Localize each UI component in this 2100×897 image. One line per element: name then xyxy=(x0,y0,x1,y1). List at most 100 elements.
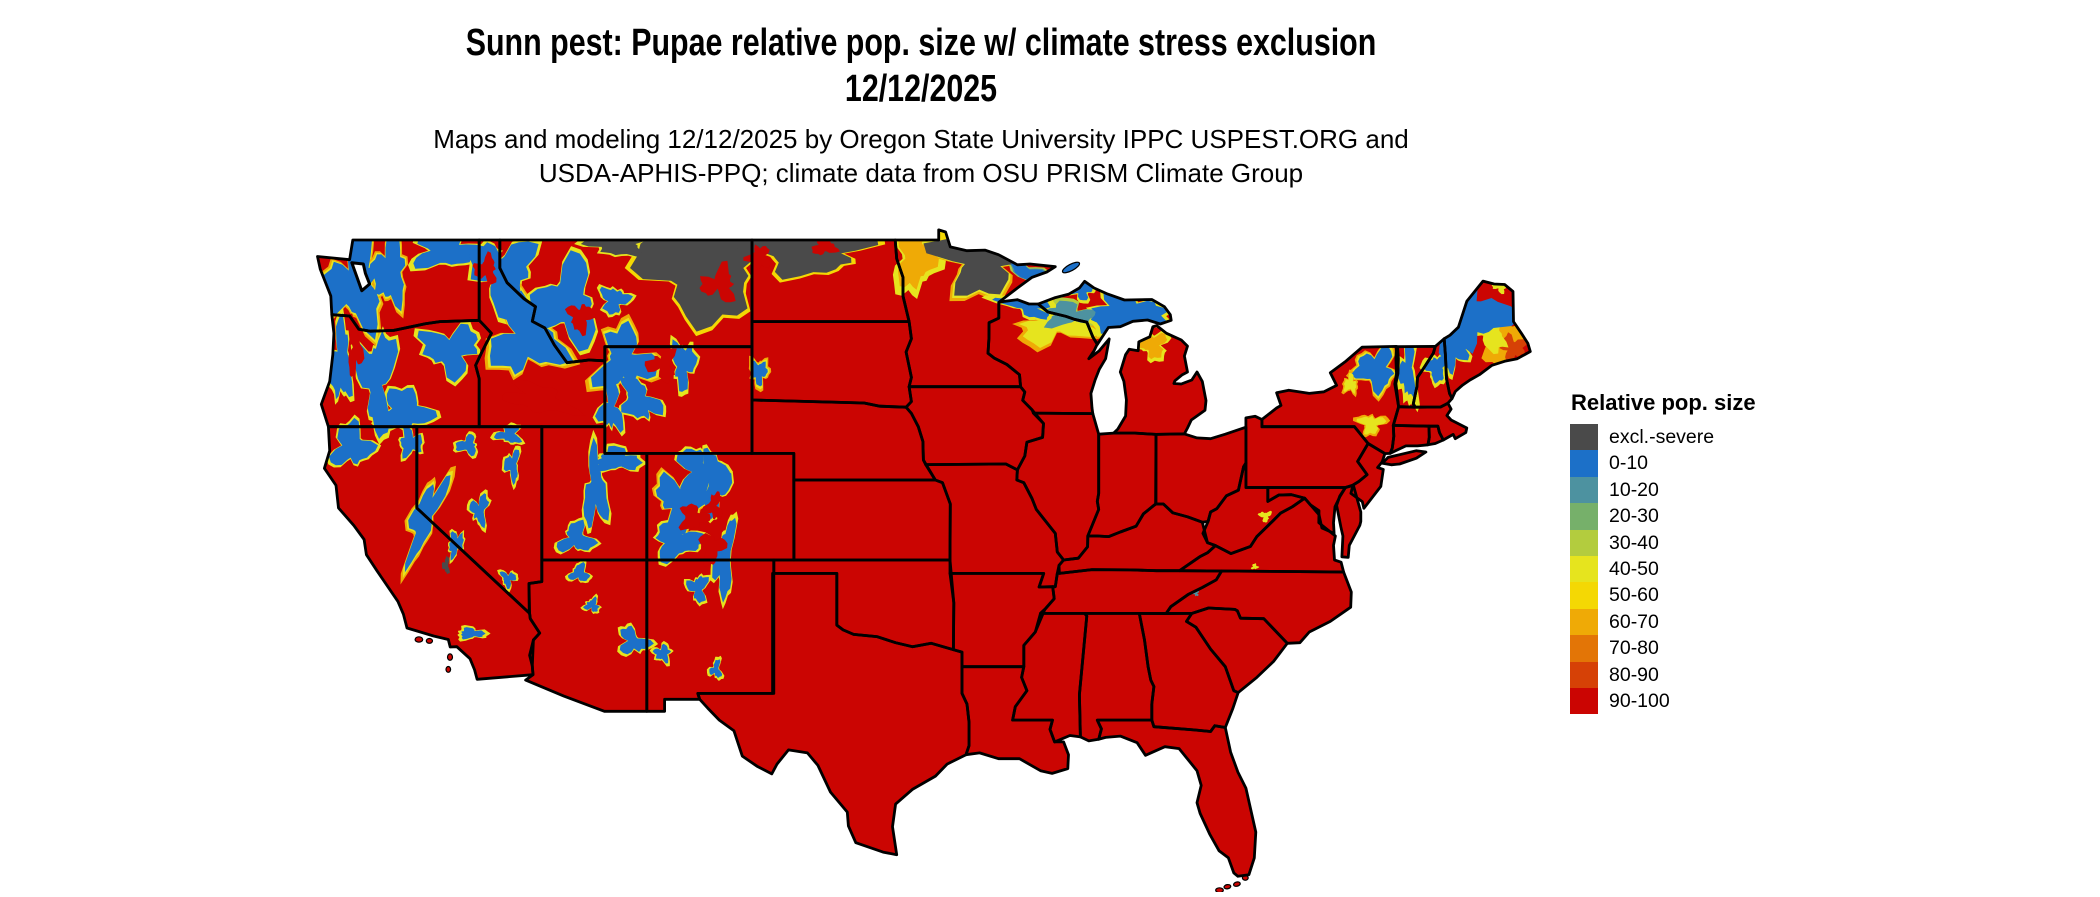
map-islands xyxy=(414,261,1249,894)
island-isle-royale xyxy=(1061,261,1081,274)
region-gunnison-valley xyxy=(678,503,711,531)
state-fill-az xyxy=(525,560,647,712)
state-fill-ks xyxy=(793,480,951,560)
region-south-central-oregon xyxy=(374,387,438,431)
legend-item-label: 20-30 xyxy=(1609,505,1659,528)
state-fill-ga xyxy=(1139,613,1239,732)
region-bighorn-mountains xyxy=(672,339,698,392)
region-sacramento-mountains xyxy=(709,659,723,678)
legend-item-label: 60-70 xyxy=(1609,610,1659,633)
state-fill-md xyxy=(1267,487,1346,534)
region-red-river-valley-fringe xyxy=(897,229,939,290)
legend-item-90-100: 90-100 xyxy=(1570,687,1714,715)
region-white-mountains-nh xyxy=(1423,355,1449,384)
region-san-gabriel-san-bernardino xyxy=(461,627,486,640)
region-colorado-rockies-north xyxy=(676,448,730,500)
region-western-washington xyxy=(317,230,380,340)
legend-item-label: 0-10 xyxy=(1609,452,1649,475)
region-washington-cascades xyxy=(368,234,406,312)
figure-subtitle: Maps and modeling 12/12/2025 by Oregon S… xyxy=(433,122,1409,190)
state-border-miup xyxy=(1036,279,1173,346)
state-border-nc xyxy=(1164,569,1353,645)
state-borders xyxy=(316,228,1532,878)
legend-swatch xyxy=(1570,503,1598,530)
puget-sound-water xyxy=(350,261,372,293)
state-fill-ar xyxy=(950,573,1055,667)
region-north-dakota-mottle-west xyxy=(743,244,771,270)
state-border-ca xyxy=(322,425,542,681)
state-fill-pa xyxy=(1245,416,1369,488)
region-kaibab-plateau xyxy=(567,562,591,582)
region-south-park xyxy=(701,491,723,520)
state-fill-al xyxy=(1079,613,1154,741)
region-maine-downeast xyxy=(1499,332,1529,366)
state-fill-tx xyxy=(697,573,970,855)
region-san-juan-mountains xyxy=(655,521,708,565)
figure-subtitle-line1: Maps and modeling 12/12/2025 by Oregon S… xyxy=(433,124,1409,154)
region-wasatch-range xyxy=(583,437,610,529)
legend-swatch xyxy=(1570,529,1598,556)
region-northwest-nevada-ranges xyxy=(455,434,476,457)
figure-title: Sunn pest: Pupae relative pop. size w/ c… xyxy=(466,20,1377,112)
region-oregon-coast-range xyxy=(329,313,353,400)
region-allegheny-highlands-fleck xyxy=(1257,510,1272,523)
region-blue-ridge-fleck xyxy=(1250,563,1260,570)
state-border-tx xyxy=(696,572,971,857)
region-great-smoky-fleck xyxy=(1191,590,1199,597)
region-san-francisco-peaks xyxy=(583,596,600,612)
legend-item-label: 80-90 xyxy=(1609,663,1659,686)
island-california-channel-islands xyxy=(445,665,452,673)
island-california-channel-islands xyxy=(414,636,424,643)
state-border-milp xyxy=(1112,324,1208,436)
legend-item-0-10: 0-10 xyxy=(1570,450,1714,477)
state-fill-ms xyxy=(1012,609,1087,742)
state-fill-fl xyxy=(1097,720,1256,877)
legend-swatch xyxy=(1570,476,1598,504)
region-adirondacks xyxy=(1350,346,1395,397)
legend-swatch xyxy=(1570,608,1598,636)
legend-item-label: excl.-severe xyxy=(1609,426,1715,448)
region-green-mountains xyxy=(1398,338,1417,400)
region-beartooth-absaroka xyxy=(591,320,660,388)
state-border-ny xyxy=(1260,344,1400,456)
legend-item-label: 40-50 xyxy=(1609,557,1659,580)
legend-item-80-90: 80-90 xyxy=(1570,661,1714,688)
legend-item-70-80: 70-80 xyxy=(1570,635,1714,662)
region-tug-hill-plateau xyxy=(1343,372,1357,395)
region-wind-river-range xyxy=(619,376,664,420)
region-salt-river-wyoming-range xyxy=(595,379,624,433)
legend-swatch xyxy=(1570,450,1598,477)
region-little-belt-mountains xyxy=(599,286,633,315)
region-jemez-mountains xyxy=(686,575,709,604)
state-fill-wv xyxy=(1202,463,1305,554)
island-california-channel-islands xyxy=(446,653,454,661)
state-fill-milp xyxy=(1113,325,1206,435)
region-snake-river-plain xyxy=(502,379,586,416)
region-blue-mountains xyxy=(417,323,478,383)
state-border-li xyxy=(1381,449,1428,467)
legend-item-label: 10-20 xyxy=(1609,478,1659,501)
region-toiyabe-range xyxy=(469,493,490,529)
figure-title-line2: 12/12/2025 xyxy=(844,68,998,110)
legend-item-10-20: 10-20 xyxy=(1570,476,1714,504)
region-upper-peninsula-teal-band xyxy=(1043,300,1104,329)
region-mogollon-new-mexico xyxy=(652,643,672,664)
state-border-delmarva xyxy=(1335,483,1363,559)
legend-item-label: 30-40 xyxy=(1609,531,1659,554)
legend-item-50-60: 50-60 xyxy=(1570,582,1714,609)
region-bighorn-basin xyxy=(644,348,677,385)
legend-item-40-50: 40-50 xyxy=(1570,555,1714,583)
state-fill-sd xyxy=(752,321,912,408)
state-border-me xyxy=(1442,279,1532,400)
state-fill-nm xyxy=(646,560,774,712)
island-florida-keys xyxy=(1232,881,1241,887)
region-southern-utah-plateaus xyxy=(556,519,599,553)
region-spring-mountains xyxy=(499,571,517,589)
state-fill-ind xyxy=(1087,433,1156,537)
state-fill-ky xyxy=(1059,504,1216,574)
region-colorado-rockies-central xyxy=(655,471,710,535)
region-montana-valleys xyxy=(564,304,597,337)
